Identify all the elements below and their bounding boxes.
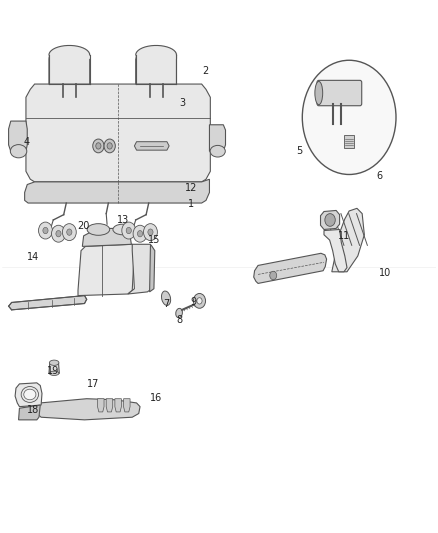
Text: 4: 4 [24, 137, 30, 147]
Polygon shape [25, 179, 209, 203]
Ellipse shape [49, 371, 59, 375]
FancyBboxPatch shape [344, 135, 354, 148]
Text: 13: 13 [117, 215, 129, 225]
Polygon shape [332, 208, 364, 272]
Circle shape [270, 271, 277, 280]
Text: 2: 2 [202, 66, 208, 76]
Polygon shape [136, 51, 177, 84]
Ellipse shape [113, 224, 132, 235]
Polygon shape [18, 405, 40, 420]
Text: 5: 5 [296, 146, 302, 156]
Text: 3: 3 [179, 98, 185, 108]
Polygon shape [128, 244, 153, 294]
Text: 7: 7 [163, 298, 169, 309]
Polygon shape [324, 230, 347, 272]
Polygon shape [78, 244, 134, 296]
Text: 1: 1 [188, 199, 194, 209]
Polygon shape [82, 229, 131, 246]
Circle shape [43, 228, 48, 233]
Polygon shape [209, 125, 226, 151]
Circle shape [93, 139, 104, 153]
Circle shape [39, 222, 53, 239]
Polygon shape [106, 399, 113, 412]
Polygon shape [9, 296, 87, 310]
Text: 16: 16 [150, 393, 162, 402]
Circle shape [138, 231, 143, 237]
Ellipse shape [49, 360, 59, 366]
Circle shape [194, 294, 205, 308]
Text: 19: 19 [47, 366, 60, 376]
Ellipse shape [21, 386, 39, 402]
Text: 6: 6 [376, 171, 382, 181]
Text: 15: 15 [148, 235, 160, 245]
Ellipse shape [315, 82, 323, 104]
Circle shape [197, 298, 202, 304]
Text: 18: 18 [27, 405, 39, 415]
Polygon shape [49, 51, 90, 84]
Polygon shape [98, 399, 104, 412]
Polygon shape [49, 363, 60, 373]
Text: 9: 9 [190, 297, 196, 308]
Polygon shape [26, 84, 210, 182]
Polygon shape [15, 383, 42, 407]
Circle shape [52, 225, 65, 242]
Text: 10: 10 [378, 268, 391, 278]
Ellipse shape [11, 144, 27, 158]
Circle shape [107, 143, 112, 149]
Polygon shape [37, 399, 140, 420]
Ellipse shape [24, 389, 36, 400]
Polygon shape [134, 142, 169, 150]
Text: 12: 12 [184, 183, 197, 193]
Circle shape [104, 139, 115, 153]
Circle shape [148, 229, 153, 235]
Polygon shape [9, 121, 27, 151]
Ellipse shape [162, 291, 171, 305]
Circle shape [126, 228, 131, 233]
Polygon shape [321, 211, 339, 230]
Text: 20: 20 [78, 221, 90, 231]
Circle shape [325, 214, 335, 227]
Circle shape [62, 224, 76, 240]
Text: 11: 11 [338, 231, 350, 241]
Circle shape [96, 143, 101, 149]
Circle shape [122, 222, 136, 239]
Circle shape [144, 224, 157, 240]
Polygon shape [115, 399, 121, 412]
Text: 14: 14 [27, 252, 39, 262]
Polygon shape [150, 245, 155, 292]
Text: 8: 8 [176, 316, 182, 326]
Ellipse shape [210, 146, 225, 157]
Polygon shape [254, 253, 327, 284]
Circle shape [133, 225, 147, 242]
Circle shape [56, 231, 61, 237]
FancyBboxPatch shape [317, 80, 362, 106]
Polygon shape [124, 399, 130, 412]
Circle shape [302, 60, 396, 174]
Text: 17: 17 [87, 379, 99, 389]
Circle shape [67, 229, 72, 235]
Ellipse shape [87, 224, 110, 235]
Ellipse shape [176, 309, 182, 318]
